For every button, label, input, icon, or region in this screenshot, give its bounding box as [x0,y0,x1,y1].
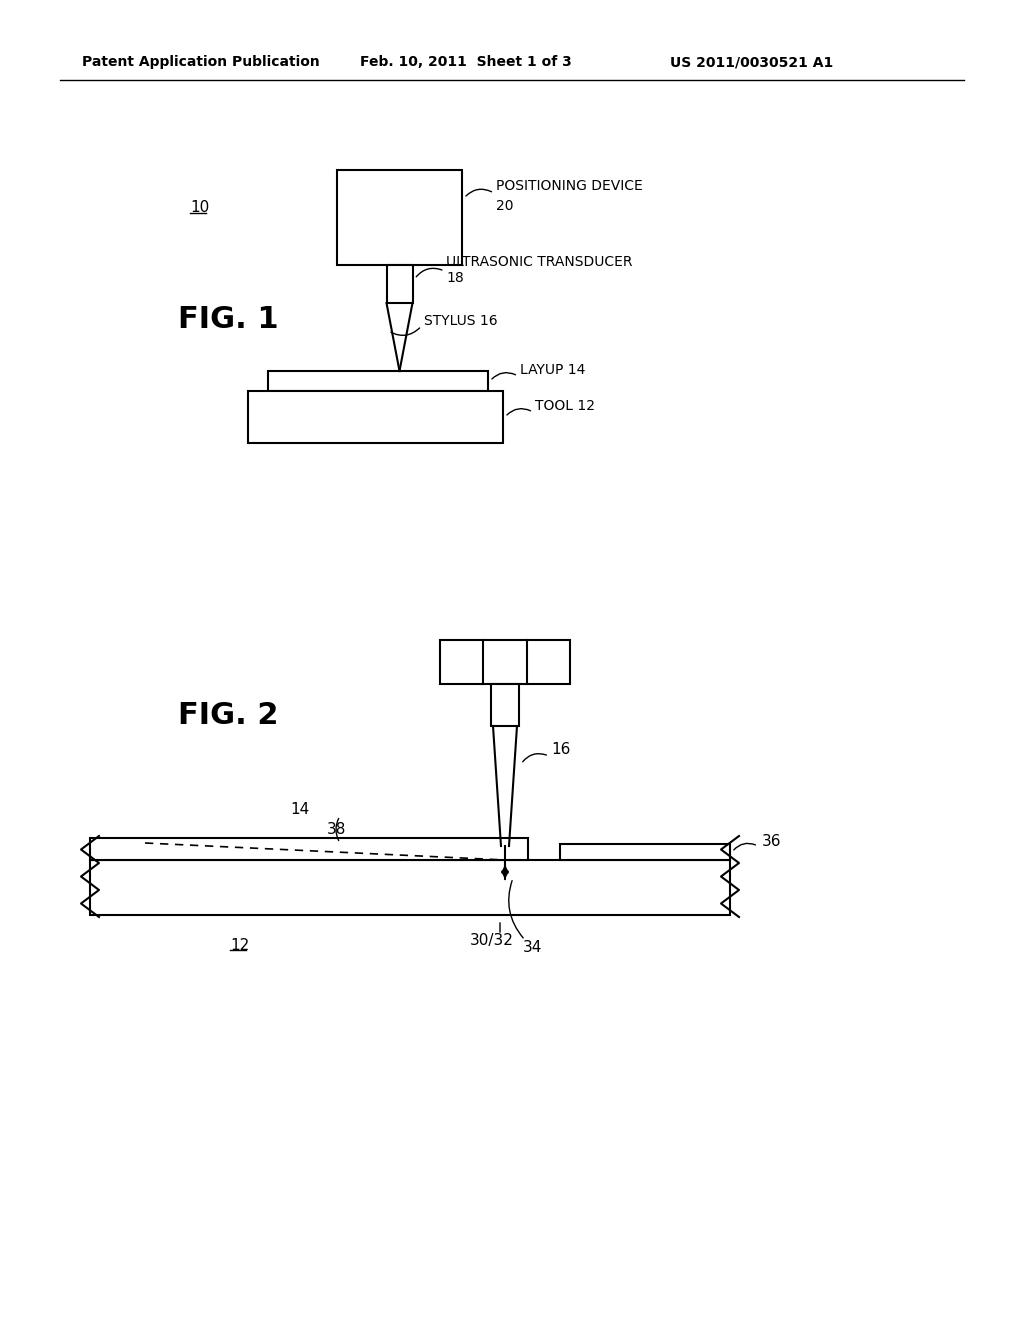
Bar [90,838,528,861]
Bar [386,265,413,304]
Bar [560,843,730,861]
Text: 18: 18 [446,271,464,285]
Bar [248,391,503,444]
Text: 10: 10 [190,201,209,215]
Text: 38: 38 [327,822,346,837]
Text: POSITIONING DEVICE: POSITIONING DEVICE [496,180,643,193]
Bar [440,640,570,684]
Bar [90,861,730,915]
Text: 12: 12 [230,937,249,953]
Text: FIG. 1: FIG. 1 [178,305,279,334]
Text: 16: 16 [551,742,570,756]
Text: 36: 36 [762,834,781,850]
Text: US 2011/0030521 A1: US 2011/0030521 A1 [670,55,834,69]
Text: STYLUS 16: STYLUS 16 [425,314,498,327]
Text: Feb. 10, 2011  Sheet 1 of 3: Feb. 10, 2011 Sheet 1 of 3 [360,55,571,69]
Bar [490,684,519,726]
Text: 14: 14 [290,803,309,817]
Text: TOOL 12: TOOL 12 [535,399,595,413]
Text: FIG. 2: FIG. 2 [178,701,279,730]
Bar [268,371,488,391]
Bar [337,170,462,265]
Text: 34: 34 [523,940,543,954]
Text: 30/32: 30/32 [470,932,514,948]
Text: LAYUP 14: LAYUP 14 [520,363,586,378]
Text: Patent Application Publication: Patent Application Publication [82,55,319,69]
Text: ULTRASONIC TRANSDUCER: ULTRASONIC TRANSDUCER [446,255,633,269]
Text: 20: 20 [496,199,513,213]
